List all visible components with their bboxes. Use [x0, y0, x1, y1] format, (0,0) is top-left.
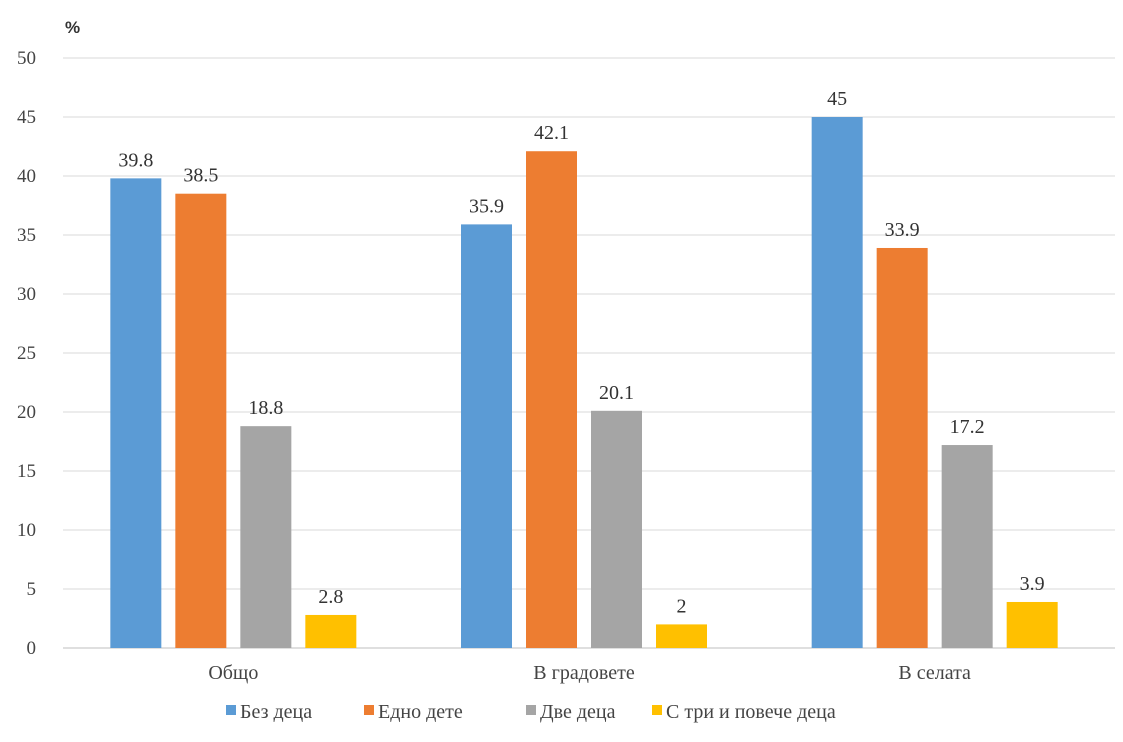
legend: Без деца Едно дете Две деца С три и повече …: [226, 701, 836, 723]
y-axis-ticks: 0 5 10 15 20 25 30 35 40 45 50: [17, 48, 36, 659]
bar: [110, 178, 162, 649]
legend-label: Едно дете: [378, 701, 463, 723]
legend-label: Без деца: [240, 701, 312, 723]
y-tick-label: 30: [17, 284, 36, 305]
legend-label: С три и повече деца: [666, 701, 836, 723]
x-category-label: Общо: [208, 662, 258, 684]
legend-swatch: [526, 705, 536, 715]
y-tick-label: 5: [27, 579, 37, 600]
bar: [305, 614, 357, 648]
legend-label: Две деца: [540, 701, 616, 723]
y-tick-label: 0: [27, 638, 37, 659]
bar: [240, 426, 292, 648]
y-tick-label: 50: [17, 48, 36, 69]
gridlines: [63, 57, 1115, 649]
bar: [175, 193, 227, 648]
bar: [1006, 601, 1058, 648]
data-labels: 39.8 38.5 18.8 2.8 35.9 42.1 20.1 2 45 33.9 17.2 3.…: [118, 88, 1044, 617]
legend-swatch: [226, 705, 236, 715]
data-label: 2: [677, 595, 687, 617]
data-label: 42.1: [534, 122, 569, 144]
data-label: 3.9: [1020, 573, 1045, 595]
bar: [941, 445, 993, 648]
x-category-label: В селата: [898, 662, 971, 684]
y-tick-label: 45: [17, 107, 36, 128]
y-tick-label: 15: [17, 461, 36, 482]
bar: [591, 410, 642, 648]
bar: [461, 224, 512, 648]
data-label: 33.9: [885, 219, 920, 241]
data-label: 45: [827, 88, 847, 110]
bar: [526, 151, 577, 648]
x-axis-categories: Общо В градовете В селата: [208, 662, 971, 684]
bar: [811, 117, 863, 648]
y-tick-label: 20: [17, 402, 36, 423]
y-tick-label: 35: [17, 225, 36, 246]
legend-swatch: [364, 705, 374, 715]
y-tick-label: 25: [17, 343, 36, 364]
data-label: 17.2: [950, 416, 985, 438]
data-label: 39.8: [118, 149, 153, 171]
y-unit-label: %: [65, 18, 80, 37]
data-label: 20.1: [599, 382, 634, 404]
data-label: 18.8: [248, 397, 283, 419]
data-label: 2.8: [318, 586, 343, 608]
legend-swatch: [652, 705, 662, 715]
bar: [876, 247, 928, 649]
data-label: 35.9: [469, 195, 504, 217]
bars: [110, 117, 1058, 649]
y-tick-label: 10: [17, 520, 36, 541]
y-tick-label: 40: [17, 166, 36, 187]
x-category-label: В градовете: [533, 662, 635, 684]
bar: [656, 624, 707, 648]
data-label: 38.5: [183, 165, 218, 187]
